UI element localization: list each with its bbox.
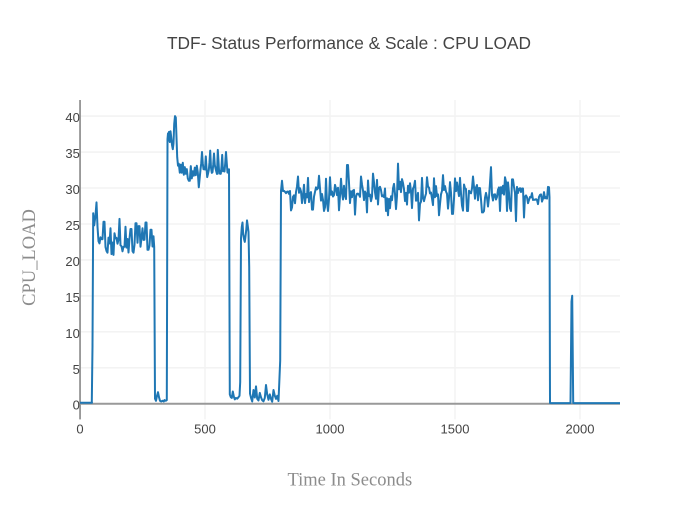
svg-text:Time In Seconds: Time In Seconds <box>287 471 412 491</box>
svg-text:15: 15 <box>65 290 79 305</box>
svg-text:40: 40 <box>65 110 79 125</box>
svg-text:2000: 2000 <box>566 422 595 437</box>
svg-text:30: 30 <box>65 182 79 197</box>
svg-text:0: 0 <box>76 422 83 437</box>
svg-text:500: 500 <box>194 422 216 437</box>
svg-text:CPU_LOAD: CPU_LOAD <box>20 209 40 306</box>
svg-text:0: 0 <box>73 398 80 413</box>
svg-text:1500: 1500 <box>441 422 470 437</box>
svg-text:TDF- Status Performance & Scal: TDF- Status Performance & Scale : CPU LO… <box>167 33 531 53</box>
svg-text:5: 5 <box>73 362 80 377</box>
svg-text:35: 35 <box>65 146 79 161</box>
svg-text:20: 20 <box>65 254 79 269</box>
svg-text:25: 25 <box>65 218 79 233</box>
svg-text:1000: 1000 <box>316 422 345 437</box>
svg-text:10: 10 <box>65 326 79 341</box>
